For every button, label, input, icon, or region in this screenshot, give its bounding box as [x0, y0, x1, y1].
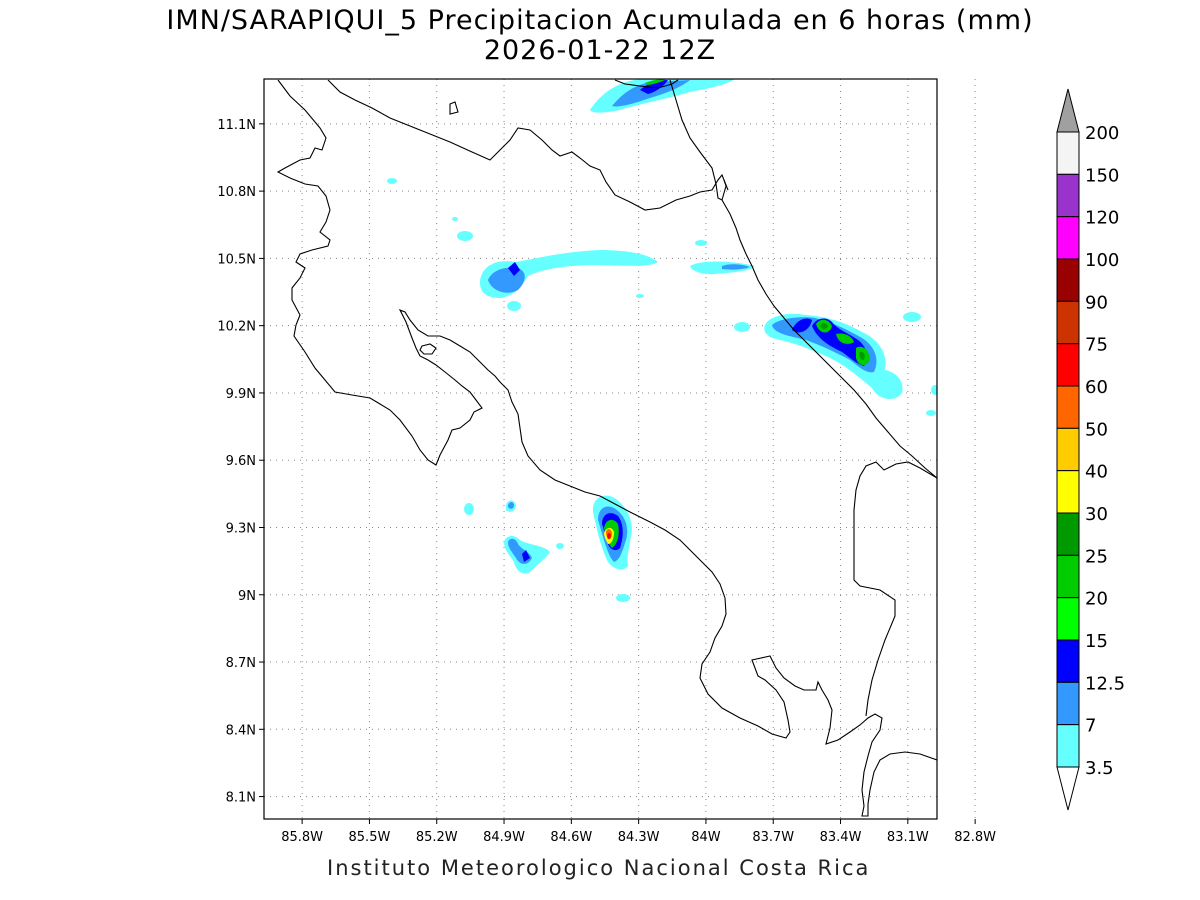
precip-speck — [464, 503, 474, 515]
precip-cell-south — [592, 495, 632, 570]
longitude-tick-label: 83.1W — [887, 830, 929, 845]
legend-arrow-bottom — [1056, 766, 1080, 811]
legend-swatch — [1056, 470, 1080, 514]
legend-label: 50 — [1085, 419, 1108, 440]
legend-label: 100 — [1085, 250, 1119, 271]
grid-lines — [264, 79, 976, 819]
legend-label: 40 — [1085, 462, 1108, 483]
legend-swatch — [1056, 131, 1080, 175]
precip-speck — [903, 312, 921, 322]
precip-speck — [931, 385, 937, 395]
precip-speck — [457, 231, 473, 241]
legend-label: 25 — [1085, 546, 1108, 567]
legend-swatch — [1056, 724, 1080, 768]
longitude-tick-label: 83.4W — [820, 830, 862, 845]
longitude-tick-label: 84.6W — [550, 830, 592, 845]
longitude-tick-labels: 85.8W 85.5W 85.2W 84.9W 84.6W 84.3W 84W 83.7W 83… — [281, 819, 996, 845]
precip-speck — [452, 217, 458, 221]
legend-swatch — [1056, 343, 1080, 387]
latitude-tick-label: 9.3N — [226, 521, 256, 536]
legend-swatch — [1056, 300, 1080, 345]
legend-label: 15 — [1085, 631, 1108, 652]
legend-label: 20 — [1085, 589, 1108, 610]
legend-swatch — [1056, 639, 1080, 683]
legend-swatch — [1056, 258, 1080, 302]
precip-speck — [636, 294, 644, 298]
legend-label: 7 — [1085, 716, 1096, 737]
coastlines-borders — [276, 79, 937, 817]
legend-swatch — [1056, 554, 1080, 599]
map-frame — [263, 78, 938, 820]
map-valid-time: 2026-01-22 12Z — [483, 35, 717, 66]
latitude-tick-label: 8.7N — [226, 656, 256, 671]
latitude-tick-labels: 11.1N 10.8N 10.5N 10.2N 9.9N 9.6N 9.3N 9N 8.7N 8.… — [217, 118, 264, 806]
longitude-tick-label: 84.3W — [618, 830, 660, 845]
precip-speck — [734, 322, 750, 332]
legend-label: 90 — [1085, 292, 1108, 313]
precip-cell-east — [764, 313, 903, 400]
latitude-tick-label: 11.1N — [217, 118, 256, 133]
legend-label: 120 — [1085, 208, 1119, 229]
latitude-tick-label: 9.6N — [226, 454, 256, 469]
legend-swatch — [1056, 385, 1080, 429]
legend-swatch — [1056, 427, 1080, 472]
longitude-tick-label: 84.9W — [483, 830, 525, 845]
latitude-tick-label: 9.9N — [226, 387, 256, 402]
latitude-tick-label: 10.2N — [217, 320, 256, 335]
legend-label: 30 — [1085, 504, 1108, 525]
precip-cell-north — [590, 79, 735, 113]
latitude-tick-label: 8.1N — [226, 791, 256, 806]
latitude-tick-label: 8.4N — [226, 723, 256, 738]
legend-label: 75 — [1085, 335, 1108, 356]
longitude-tick-label: 85.8W — [281, 830, 323, 845]
precipitation-fields — [387, 79, 937, 602]
legend-label: 200 — [1085, 123, 1119, 144]
latitude-tick-label: 10.8N — [217, 185, 256, 200]
latitude-tick-label: 9N — [238, 589, 256, 604]
longitude-tick-label: 85.5W — [349, 830, 391, 845]
legend-swatch — [1056, 512, 1080, 556]
precip-speck — [616, 594, 630, 602]
precip-speck — [507, 301, 521, 311]
longitude-tick-label: 83.7W — [752, 830, 794, 845]
legend-swatch — [1056, 681, 1080, 726]
color-bar-legend: 200 150 120 100 90 75 60 50 40 30 25 20 15 12.5 7 3.5 — [1056, 88, 1125, 811]
longitude-tick-label: 84W — [691, 830, 721, 845]
precip-speck — [695, 240, 707, 246]
legend-swatch — [1056, 173, 1080, 218]
precip-cell-southwest — [504, 500, 550, 574]
legend-label: 12.5 — [1085, 673, 1125, 694]
longitude-tick-label: 82.8W — [954, 830, 996, 845]
legend-swatch — [1056, 216, 1080, 260]
legend-label: 60 — [1085, 377, 1108, 398]
longitude-tick-label: 85.2W — [416, 830, 458, 845]
legend-label: 3.5 — [1085, 758, 1114, 779]
latitude-tick-label: 10.5N — [217, 252, 256, 267]
precip-speck — [387, 178, 397, 184]
precip-band-central — [480, 250, 755, 298]
legend-swatch — [1056, 597, 1080, 641]
legend-arrow-top — [1056, 88, 1080, 133]
map-title: IMN/SARAPIQUI_5 Precipitacion Acumulada … — [166, 5, 1034, 36]
precip-speck — [926, 410, 936, 416]
legend-label: 150 — [1085, 165, 1119, 186]
footer-credit: Instituto Meteorologico Nacional Costa R… — [327, 856, 871, 880]
precip-speck — [556, 543, 564, 549]
